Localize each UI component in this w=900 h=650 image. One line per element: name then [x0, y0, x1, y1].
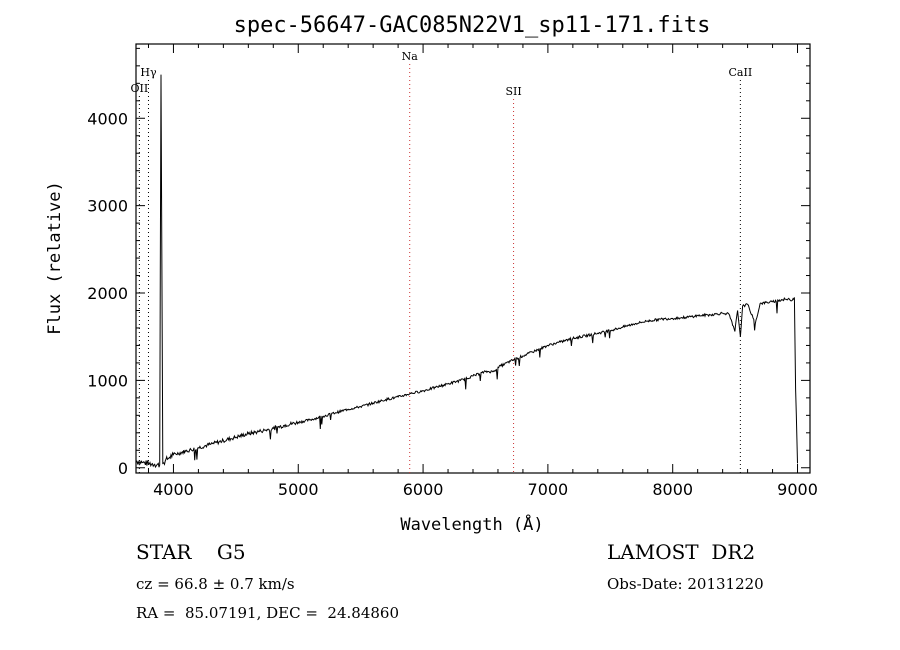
y-tick-label: 0: [118, 459, 128, 478]
x-tick-label: 9000: [777, 480, 818, 499]
x-axis-label: Wavelength (Å): [400, 513, 543, 535]
y-tick-label: 3000: [87, 197, 128, 216]
x-tick-label: 8000: [652, 480, 693, 499]
survey-label: LAMOST DR2: [607, 540, 756, 564]
spectrum-line: [135, 74, 798, 469]
line-marker-label: OII: [131, 82, 149, 95]
plot-frame: [135, 43, 811, 474]
chart-title: spec-56647-GAC085N22V1_sp11-171.fits: [234, 13, 711, 38]
coordinates-label: RA = 85.07191, DEC = 24.84860: [136, 604, 400, 622]
x-axis: 4000 5000 6000 7000 8000 9000: [147, 44, 818, 499]
line-marker-label: SII: [505, 85, 521, 98]
class-label: STAR G5: [136, 540, 246, 564]
y-tick-label: 1000: [87, 371, 128, 390]
redshift-label: cz = 66.8 ± 0.7 km/s: [136, 575, 295, 593]
y-tick-label: 4000: [87, 109, 128, 128]
x-tick-label: 7000: [528, 480, 569, 499]
x-tick-label: 6000: [403, 480, 444, 499]
y-tick-label: 2000: [87, 284, 128, 303]
y-axis-label: Flux (relative): [45, 181, 65, 335]
x-tick-label: 5000: [278, 480, 319, 499]
line-marker-label: CaII: [729, 66, 753, 79]
spectral-line-markers: OII Hγ Na SII CaII: [131, 50, 753, 473]
line-marker-label: Na: [402, 50, 419, 63]
x-tick-label: 4000: [153, 480, 194, 499]
obs-date-label: Obs-Date: 20131220: [607, 575, 764, 593]
y-axis: 0 1000 2000 3000 4000: [87, 47, 810, 478]
line-marker-label: Hγ: [140, 66, 157, 79]
